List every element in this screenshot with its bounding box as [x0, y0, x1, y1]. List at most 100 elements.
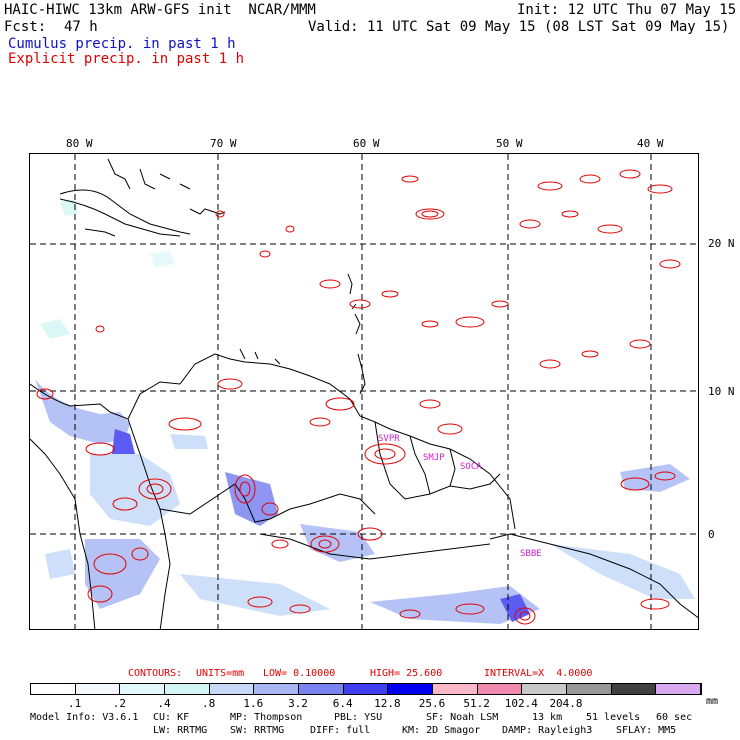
- model-diff: DIFF: full: [310, 725, 371, 736]
- precip-contour: [537, 181, 563, 191]
- lon-label-50w: 50 W: [496, 137, 523, 150]
- forecast-label: Fcst:: [4, 19, 47, 35]
- precip-area: [180, 574, 330, 616]
- colorbar-cell: [522, 684, 567, 694]
- precip-area: [85, 539, 160, 609]
- precip-contour: [419, 399, 441, 409]
- precip-contour: [401, 175, 419, 183]
- country-border: [127, 418, 376, 523]
- lon-label-80w: 80 W: [66, 137, 93, 150]
- colorbar-cell: [611, 684, 657, 694]
- precip-contour: [325, 397, 355, 411]
- precip-area: [150, 250, 175, 268]
- map-panel: SVPR SMJP SOCA SBBE: [29, 153, 699, 630]
- precip-contour: [581, 350, 599, 358]
- precip-contour: [561, 210, 579, 218]
- precip-contour: [364, 443, 406, 465]
- colorbar-tick-label: 3.2: [288, 697, 308, 710]
- precip-contour: [168, 417, 202, 431]
- precip-contour: [93, 553, 127, 575]
- precip-contour: [579, 174, 601, 184]
- coastlines: [30, 158, 698, 629]
- precip-area: [620, 464, 690, 492]
- caribbean-islands: [239, 348, 281, 365]
- precip-contour: [455, 603, 485, 615]
- precip-contour: [357, 527, 383, 541]
- colorbar-cell: [566, 684, 612, 694]
- precip-contour: [289, 604, 311, 614]
- station-smjp: SMJP: [423, 453, 445, 463]
- precip-contour: [259, 250, 271, 258]
- jamaica-coast: [84, 228, 116, 237]
- colorbar-cell: [254, 684, 299, 694]
- precip-contour: [659, 259, 681, 269]
- precip-area: [35, 379, 130, 444]
- precip-contour: [640, 598, 670, 610]
- country-border: [159, 508, 171, 629]
- brazil-coast: [489, 533, 698, 619]
- precip-contour: [85, 442, 115, 456]
- contours-interval: INTERVAL=X 4.0000: [484, 668, 593, 679]
- colorbar-cell: [388, 684, 433, 694]
- colorbar-cell: [298, 684, 344, 694]
- south-america-north-coast: [30, 353, 516, 530]
- colorbar-tick-label: .4: [157, 697, 171, 710]
- model-timestep: 60 sec: [656, 712, 693, 723]
- precip-contour: [619, 169, 641, 179]
- precip-contour: [597, 224, 623, 234]
- lesser-antilles: [347, 273, 366, 395]
- precip-contour: [399, 609, 421, 619]
- model-km: KM: 2D Smagor: [402, 725, 481, 736]
- contours-label: CONTOURS:: [128, 668, 183, 679]
- colorbar-cell: [432, 684, 478, 694]
- precip-contour: [309, 417, 331, 427]
- precip-area: [45, 549, 75, 579]
- precip-contour: [87, 585, 113, 603]
- station-labels: SVPR SMJP SOCA SBBE: [378, 434, 542, 559]
- colorbar-tick-label: 6.4: [332, 697, 353, 710]
- precip-contour: [261, 502, 279, 516]
- precip-contour: [138, 478, 172, 500]
- station-soca: SOCA: [460, 462, 482, 472]
- south-america-west-coast: [30, 438, 96, 629]
- precip-contour: [374, 448, 396, 460]
- colorbar-tick-label: 25.6: [418, 697, 446, 710]
- colorbar-cell: [656, 684, 701, 694]
- colorbar-tick-label: 51.2: [463, 697, 490, 710]
- colorbar-tick-label: 204.8: [549, 697, 583, 710]
- explicit-legend: Explicit precip. in past 1 h: [8, 51, 245, 67]
- precip-contour: [629, 339, 651, 349]
- bahamas-coast: [107, 158, 191, 190]
- forecast-hour: 47 h: [64, 19, 98, 35]
- precip-contour: [146, 483, 164, 495]
- precip-contour: [271, 539, 289, 549]
- colorbar-unit: mm: [706, 696, 719, 707]
- country-border: [259, 533, 491, 560]
- precip-contour: [539, 359, 561, 369]
- colorbar-cell: [343, 684, 389, 694]
- lon-label-40w: 40 W: [637, 137, 664, 150]
- model-pbl: PBL: YSU: [334, 712, 383, 723]
- station-svpr: SVPR: [378, 434, 400, 444]
- precip-area: [40, 319, 70, 339]
- map-svg: SVPR SMJP SOCA SBBE: [30, 154, 698, 629]
- precip-contour: [215, 210, 225, 218]
- colorbar-tick-label: 1.6: [243, 697, 264, 710]
- model-sf: SF: Noah LSM: [426, 712, 499, 723]
- precip-contour: [217, 378, 243, 390]
- precip-contour: [437, 423, 463, 435]
- valid-time: Valid: 11 UTC Sat 09 May 15 (08 LST Sat …: [308, 19, 730, 35]
- contours-low: LOW= 0.10000: [263, 668, 336, 679]
- cuba-coast: [59, 198, 181, 237]
- model-resolution: 13 km: [532, 712, 563, 723]
- precip-contour: [239, 481, 251, 497]
- lon-label-70w: 70 W: [210, 137, 237, 150]
- colorbar-tick-label: .1: [68, 697, 82, 710]
- model-sw: SW: RRTMG: [230, 725, 285, 736]
- precip-contour: [415, 208, 445, 220]
- precip-area: [550, 544, 695, 599]
- contours-units: UNITS=mm: [196, 668, 245, 679]
- lon-label-60w: 60 W: [353, 137, 380, 150]
- precip-contour: [421, 210, 439, 218]
- country-border: [409, 435, 431, 495]
